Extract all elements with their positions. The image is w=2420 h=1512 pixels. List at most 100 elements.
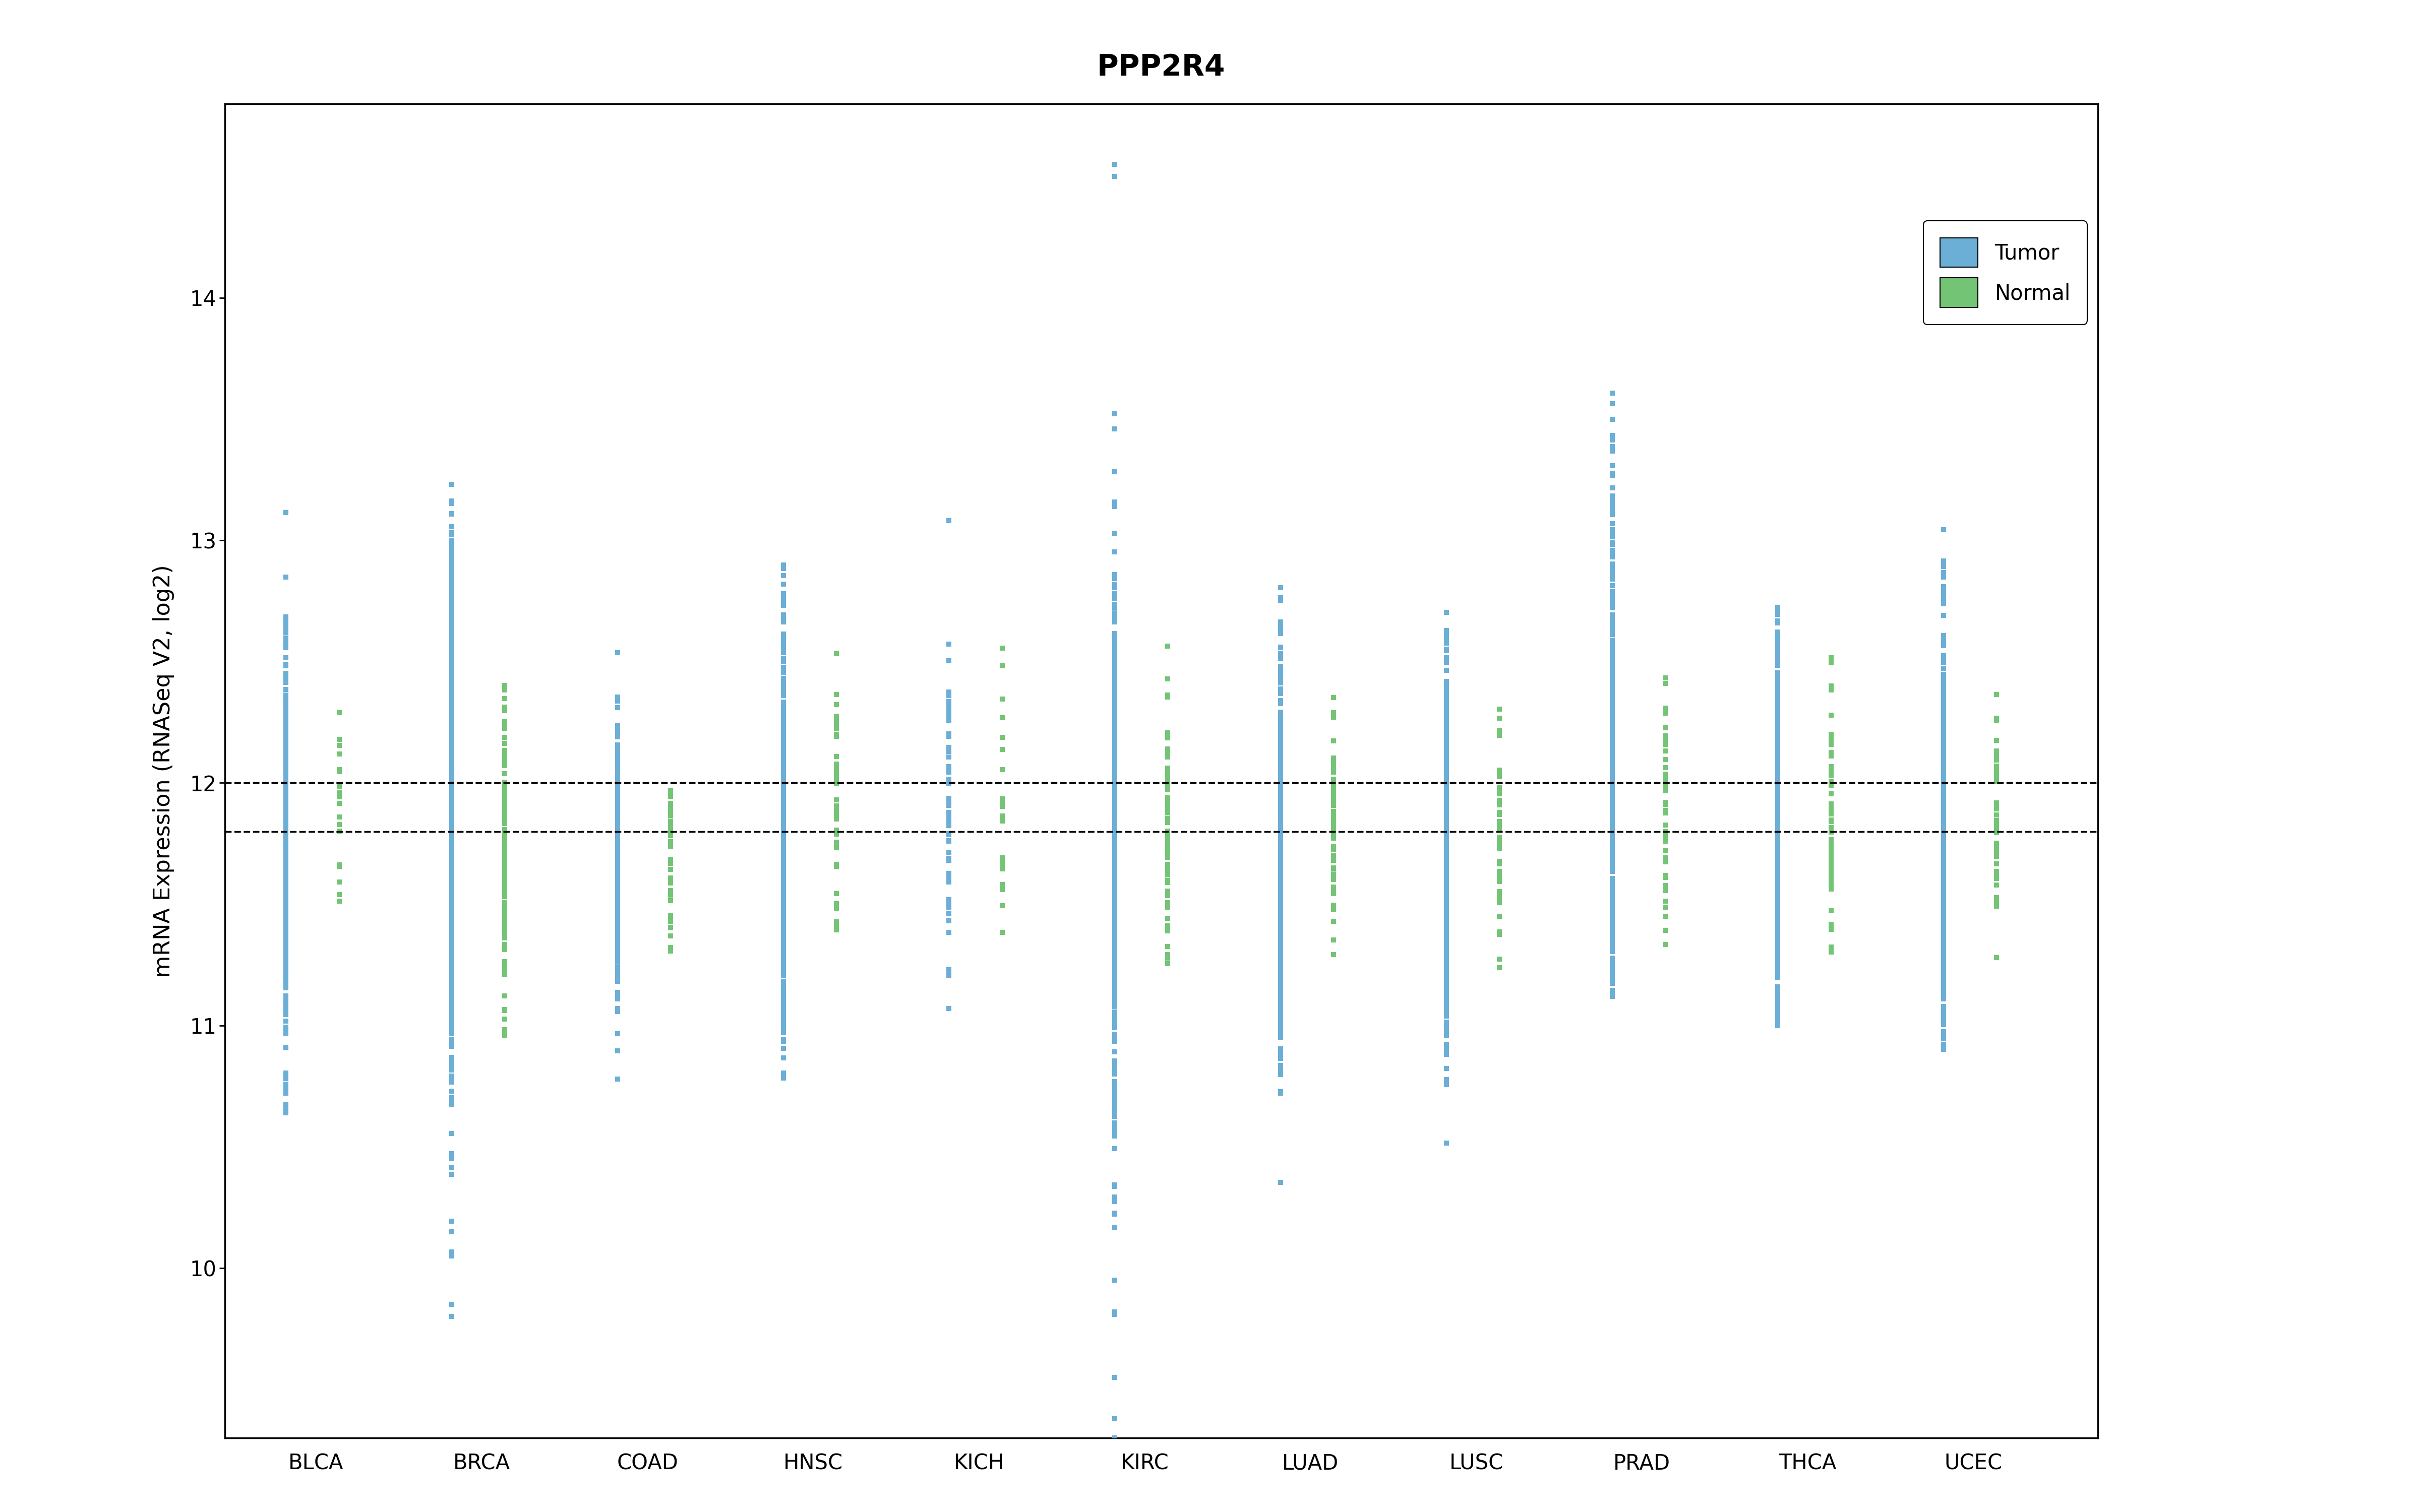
Point: [1759, 880, 1798, 904]
Point: [1428, 750, 1467, 774]
Point: [1924, 987, 1963, 1012]
Point: [486, 998, 525, 1022]
Point: [1428, 835, 1467, 859]
Point: [1261, 995, 1300, 1019]
Point: [433, 962, 472, 986]
Point: [598, 810, 636, 835]
Point: [1592, 889, 1631, 913]
Point: [1428, 854, 1467, 878]
Point: [1428, 945, 1467, 969]
Point: [1096, 1123, 1135, 1148]
Point: [765, 824, 803, 848]
Point: [1924, 813, 1963, 838]
Point: [1428, 907, 1467, 931]
Point: [651, 810, 690, 835]
Point: [1096, 729, 1135, 753]
Point: [598, 880, 636, 904]
Point: [433, 829, 472, 853]
Point: [765, 718, 803, 742]
Point: [1261, 995, 1300, 1019]
Point: [765, 726, 803, 750]
Point: [598, 736, 636, 761]
Point: [765, 829, 803, 853]
Point: [1924, 871, 1963, 895]
Point: [598, 904, 636, 928]
Point: [1428, 818, 1467, 842]
Point: [1428, 677, 1467, 702]
Point: [1261, 761, 1300, 785]
Point: [1096, 990, 1135, 1015]
Point: [433, 913, 472, 937]
Point: [765, 875, 803, 900]
Point: [433, 726, 472, 750]
Point: [433, 738, 472, 762]
Point: [266, 727, 305, 751]
Point: [1592, 656, 1631, 680]
Point: [433, 847, 472, 871]
Point: [433, 1021, 472, 1045]
Point: [765, 842, 803, 866]
Point: [433, 850, 472, 874]
Point: [1261, 983, 1300, 1007]
Point: [433, 795, 472, 820]
Point: [1759, 937, 1798, 962]
Point: [266, 708, 305, 732]
Point: [765, 661, 803, 685]
Point: [1592, 815, 1631, 839]
Point: [433, 826, 472, 850]
Point: [1924, 673, 1963, 697]
Point: [1646, 863, 1684, 888]
Point: [433, 789, 472, 813]
Point: [1428, 821, 1467, 845]
Point: [433, 627, 472, 652]
Point: [598, 916, 636, 940]
Point: [1428, 717, 1467, 741]
Point: [1096, 1406, 1135, 1430]
Point: [433, 779, 472, 803]
Point: [1314, 748, 1353, 773]
Point: [1759, 856, 1798, 880]
Point: [1261, 916, 1300, 940]
Point: [1592, 782, 1631, 806]
Point: [1759, 798, 1798, 823]
Point: [433, 865, 472, 889]
Point: [1924, 791, 1963, 815]
Point: [1759, 721, 1798, 745]
Point: [765, 809, 803, 833]
Point: [765, 748, 803, 773]
Point: [765, 767, 803, 791]
Point: [1150, 826, 1188, 850]
Point: [1592, 656, 1631, 680]
Point: [1096, 812, 1135, 836]
Point: [765, 593, 803, 617]
Point: [765, 750, 803, 774]
Point: [1096, 624, 1135, 649]
Point: [1096, 402, 1135, 426]
Point: [1096, 800, 1135, 824]
Point: [1428, 823, 1467, 847]
Point: [433, 953, 472, 977]
Point: [598, 841, 636, 865]
Point: [1096, 1001, 1135, 1025]
Point: [1428, 913, 1467, 937]
Point: [433, 860, 472, 885]
Point: [1759, 785, 1798, 809]
Point: [765, 857, 803, 881]
Point: [1924, 692, 1963, 717]
Point: [433, 922, 472, 947]
Point: [1759, 845, 1798, 869]
Point: [1759, 804, 1798, 829]
Point: [1924, 768, 1963, 792]
Point: [1428, 916, 1467, 940]
Point: [1759, 782, 1798, 806]
Point: [1924, 921, 1963, 945]
Point: [1261, 888, 1300, 912]
Point: [1592, 567, 1631, 591]
Point: [1759, 885, 1798, 909]
Point: [765, 715, 803, 739]
Point: [433, 844, 472, 868]
Point: [1096, 1081, 1135, 1105]
Point: [1977, 764, 2016, 788]
Point: [598, 868, 636, 892]
Point: [433, 671, 472, 696]
